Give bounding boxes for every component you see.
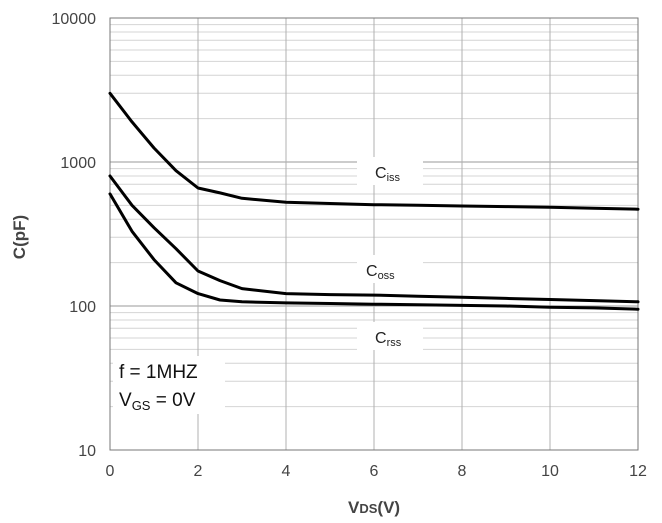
y-axis-title: C(pF)	[10, 215, 29, 259]
y-tick-label: 10	[78, 443, 96, 460]
x-tick-label: 10	[541, 463, 559, 480]
curve-label-coss: Coss	[357, 255, 423, 283]
x-tick-label: 4	[282, 463, 291, 480]
curve-label-crss-text: Crss	[375, 330, 402, 349]
curve-label-crss-bg	[357, 322, 423, 350]
curve-label-coss-bg	[357, 255, 423, 283]
series-line-coss	[108, 174, 640, 304]
x-tick-labels: 0 2 4 6 8 10 12	[106, 463, 647, 480]
plot-frame	[109, 17, 639, 451]
x-tick-label: 2	[194, 463, 203, 480]
series-line-ciss	[108, 91, 640, 211]
curve-label-ciss: Ciss	[357, 157, 423, 185]
curve-label-crss: Crss	[357, 322, 423, 350]
test-conditions: f = 1MHZ VGS = 0V	[113, 356, 225, 414]
vgs-condition: VGS = 0V	[119, 390, 196, 413]
test-conditions-bg	[113, 356, 225, 414]
curve-label-ciss-text: Ciss	[375, 165, 401, 184]
y-tick-label: 10000	[52, 11, 97, 28]
y-tick-label: 1000	[60, 155, 96, 172]
x-tick-label: 0	[106, 463, 115, 480]
x-tick-label: 6	[370, 463, 379, 480]
curve-label-ciss-bg	[357, 157, 423, 185]
series-lines	[108, 91, 640, 311]
y-tick-labels: 10 100 1000 10000	[52, 11, 97, 460]
x-axis-title: VDS(V)	[348, 498, 400, 517]
series-line-crss	[108, 192, 640, 311]
y-tick-label: 100	[69, 299, 96, 316]
x-tick-label: 8	[458, 463, 467, 480]
curve-label-coss-text: Coss	[366, 263, 395, 282]
x-tick-label: 12	[629, 463, 647, 480]
frequency-condition: f = 1MHZ	[119, 362, 198, 383]
